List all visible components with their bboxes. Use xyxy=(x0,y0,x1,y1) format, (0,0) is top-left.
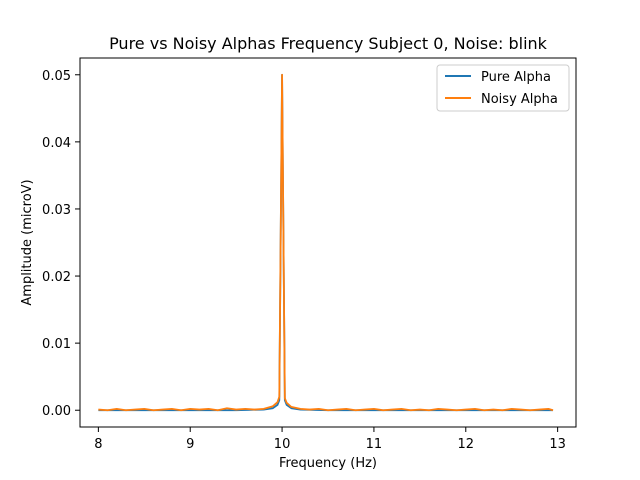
x-axis: 8 9 10 11 12 13 xyxy=(94,427,566,452)
y-tick-label: 0.03 xyxy=(42,203,71,218)
plot-area xyxy=(79,57,577,428)
axes-frame xyxy=(79,57,577,428)
y-tick-label: 0.05 xyxy=(42,69,71,84)
y-tick-label: 0.01 xyxy=(42,337,71,352)
series-line-noisy-alpha xyxy=(98,73,554,412)
x-tick-label: 10 xyxy=(274,437,291,452)
legend-label-pure-alpha: Pure Alpha xyxy=(481,70,551,85)
x-tick-label: 12 xyxy=(458,437,475,452)
legend: Pure Alpha Noisy Alpha xyxy=(436,64,570,112)
y-tick-label: 0.00 xyxy=(42,404,71,419)
x-tick-label: 8 xyxy=(94,437,102,452)
x-tick-label: 9 xyxy=(186,437,194,452)
x-axis-label: Frequency (Hz) xyxy=(279,456,377,471)
series-layer xyxy=(98,73,554,412)
chart-title: Pure vs Noisy Alphas Frequency Subject 0… xyxy=(109,34,548,53)
y-tick-label: 0.02 xyxy=(42,270,71,285)
y-tick-label: 0.04 xyxy=(42,136,71,151)
x-tick-label: 13 xyxy=(549,437,566,452)
y-axis: 0.00 0.01 0.02 0.03 0.04 0.05 xyxy=(42,69,80,419)
legend-label-noisy-alpha: Noisy Alpha xyxy=(481,92,558,107)
y-axis-label: Amplitude (microV) xyxy=(20,179,35,305)
x-tick-label: 11 xyxy=(366,437,383,452)
